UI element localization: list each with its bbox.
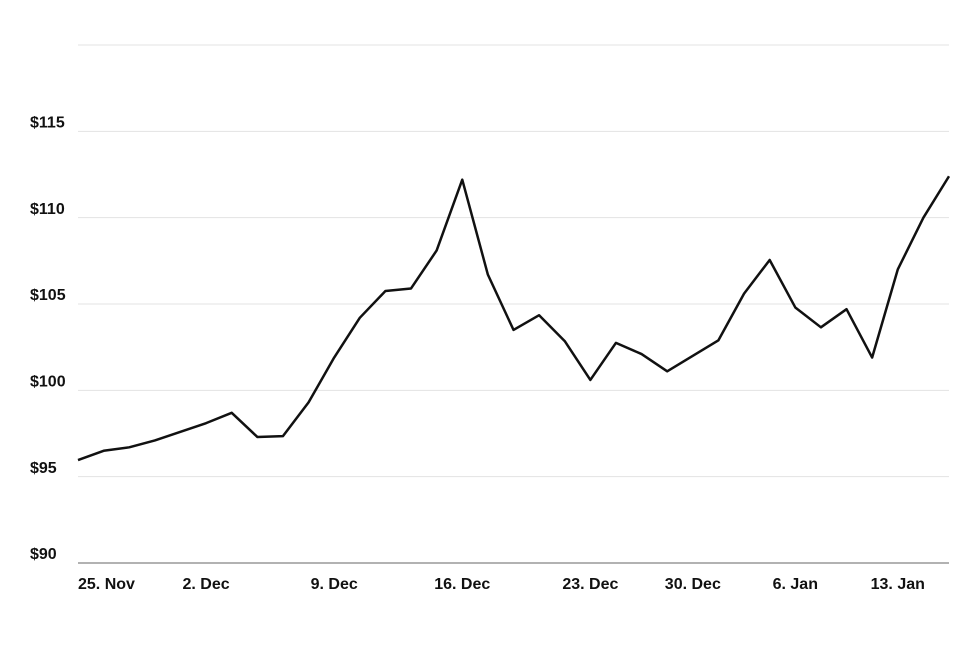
x-tick-label: 25. Nov <box>78 576 135 593</box>
x-tick-label: 2. Dec <box>183 576 230 593</box>
y-tick-label: $105 <box>30 287 66 304</box>
y-tick-label: $90 <box>30 546 57 563</box>
x-tick-label: 13. Jan <box>871 576 925 593</box>
y-tick-label: $100 <box>30 374 66 391</box>
y-tick-label: $110 <box>30 201 65 218</box>
x-tick-label: 6. Jan <box>773 576 818 593</box>
x-tick-label: 23. Dec <box>562 576 618 593</box>
y-tick-label: $95 <box>30 460 57 477</box>
x-tick-label: 16. Dec <box>434 576 490 593</box>
x-tick-label: 30. Dec <box>665 576 721 593</box>
y-tick-label: $115 <box>30 115 65 132</box>
x-tick-label: 9. Dec <box>311 576 358 593</box>
price-line <box>77 175 951 462</box>
